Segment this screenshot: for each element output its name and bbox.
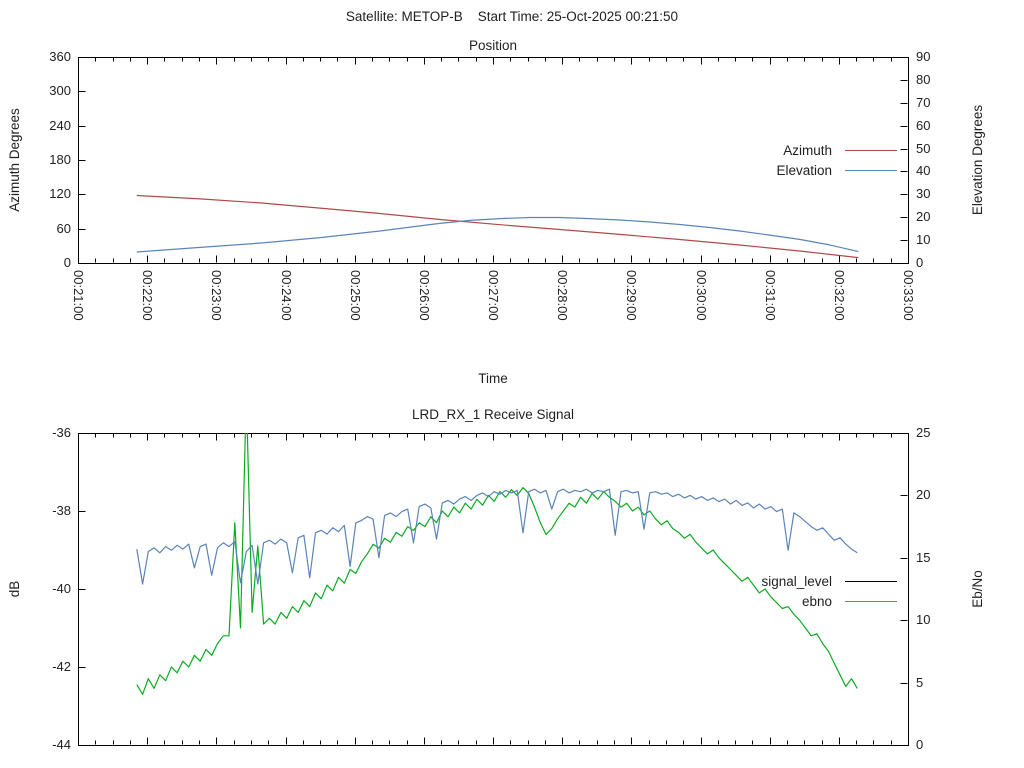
ebno-legend-label: ebno <box>801 593 832 609</box>
y-tick-label: 15 <box>916 550 931 565</box>
y-tick-label: 25 <box>916 425 931 440</box>
x-tick-label: 00:27:00 <box>486 270 501 321</box>
x-tick-label: 00:33:00 <box>901 270 916 321</box>
y-tick-label: 0 <box>916 255 924 270</box>
receive-signal-legend: signal_level ebno <box>761 571 897 611</box>
y-tick-label: 300 <box>49 83 71 98</box>
y-tick-label: 60 <box>56 221 71 236</box>
x-tick-label: 00:23:00 <box>209 270 224 321</box>
y-tick-label: 20 <box>916 209 931 224</box>
legend-item-azimuth: Azimuth <box>776 140 897 160</box>
x-tick-label: 00:26:00 <box>417 270 432 321</box>
ebno-line <box>136 488 858 585</box>
y-tick-label: 240 <box>49 118 71 133</box>
position-chart-title: Position <box>468 38 518 53</box>
x-tick-label: 00:25:00 <box>348 270 363 321</box>
azimuth-legend-line <box>845 149 897 151</box>
legend-item-elevation: Elevation <box>776 160 897 180</box>
x-tick-label: 00:32:00 <box>832 270 847 321</box>
elevation-axis-label: Elevation Degrees <box>970 104 985 216</box>
signal-level-legend-line <box>845 580 897 582</box>
y-tick-label: 20 <box>916 487 931 502</box>
elevation-line <box>136 216 859 253</box>
position-legend: Azimuth Elevation <box>776 140 897 180</box>
x-tick-label: 00:24:00 <box>279 270 294 321</box>
y-tick-label: -42 <box>52 659 71 674</box>
x-tick-label: 00:28:00 <box>555 270 570 321</box>
x-tick-label: 00:30:00 <box>694 270 709 321</box>
time-axis-label: Time <box>478 371 508 386</box>
y-tick-label: 360 <box>49 49 71 64</box>
y-tick-label: 60 <box>916 118 931 133</box>
x-tick-label: 00:21:00 <box>71 270 86 321</box>
page-title: Satellite: METOP-B Start Time: 25-Oct-20… <box>345 9 679 24</box>
y-tick-label: 10 <box>916 612 931 627</box>
x-tick-label: 00:22:00 <box>140 270 155 321</box>
y-tick-label: 70 <box>916 95 931 110</box>
y-tick-label: 40 <box>916 163 931 178</box>
y-tick-label: -38 <box>52 503 71 518</box>
elevation-legend-label: Elevation <box>776 162 832 178</box>
signal-level-line <box>136 433 858 695</box>
y-tick-label: 10 <box>916 232 931 247</box>
ebno-axis-label: Eb/No <box>970 570 985 608</box>
azimuth-line <box>136 194 859 259</box>
y-tick-label: 90 <box>916 49 931 64</box>
y-tick-label: 30 <box>916 186 931 201</box>
legend-item-ebno: ebno <box>761 591 897 611</box>
y-tick-label: 50 <box>916 141 931 156</box>
x-tick-label: 00:31:00 <box>763 270 778 321</box>
x-tick-label: 00:29:00 <box>624 270 639 321</box>
legend-item-signal-level: signal_level <box>761 571 897 591</box>
y-tick-label: -40 <box>52 581 71 596</box>
azimuth-legend-label: Azimuth <box>783 142 832 158</box>
y-tick-label: 0 <box>63 255 71 270</box>
receive-signal-chart-title: LRD_RX_1 Receive Signal <box>411 407 575 422</box>
y-tick-label: 120 <box>49 186 71 201</box>
y-tick-label: -36 <box>52 425 71 440</box>
y-tick-label: 180 <box>49 152 71 167</box>
y-tick-label: 80 <box>916 72 931 87</box>
y-tick-label: 5 <box>916 675 924 690</box>
ebno-legend-line <box>845 600 897 602</box>
y-tick-label: -44 <box>52 737 71 752</box>
signal-level-legend-label: signal_level <box>761 573 832 589</box>
y-tick-label: 0 <box>916 737 924 752</box>
elevation-legend-line <box>845 169 897 171</box>
